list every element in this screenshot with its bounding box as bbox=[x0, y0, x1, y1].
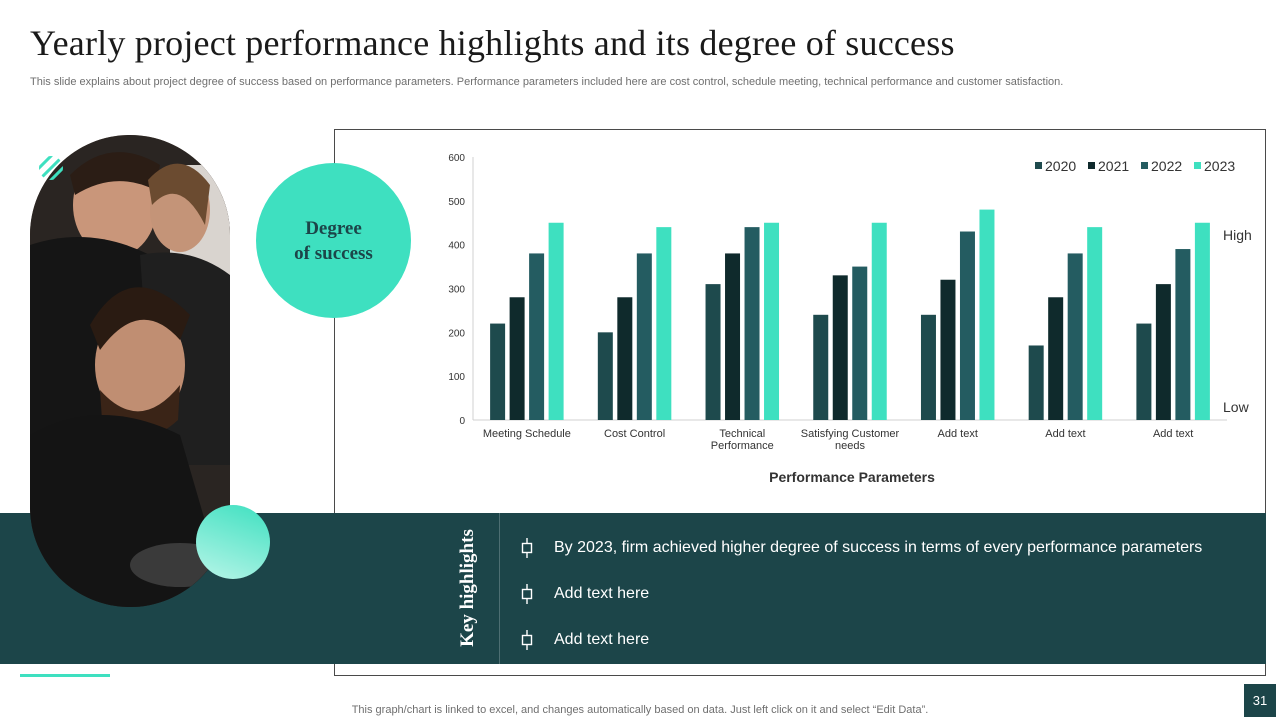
bullet-marker-icon bbox=[521, 584, 533, 604]
legend-swatch bbox=[1088, 162, 1095, 169]
bar-2022 bbox=[529, 253, 545, 420]
bar-2023 bbox=[548, 222, 564, 420]
bar-2021 bbox=[725, 253, 741, 420]
team-photo bbox=[30, 135, 230, 607]
highlight-text: Add text here bbox=[554, 631, 650, 648]
slide-accent-bar bbox=[20, 674, 110, 677]
band-divider bbox=[499, 513, 500, 664]
bar-2020 bbox=[1028, 345, 1044, 420]
bar-2023 bbox=[1194, 222, 1210, 420]
x-tick-label: Satisfying Customer bbox=[801, 428, 900, 440]
footer-note: This graph/chart is linked to excel, and… bbox=[0, 704, 1280, 716]
bar-2023 bbox=[656, 227, 672, 420]
x-tick-label: Add text bbox=[938, 428, 978, 440]
legend-swatch bbox=[1194, 162, 1201, 169]
low-label: Low bbox=[1223, 399, 1250, 415]
degree-badge-line1: Degree bbox=[305, 217, 362, 239]
bar-2023 bbox=[1087, 227, 1103, 420]
bar-2020 bbox=[705, 284, 721, 420]
y-tick-label: 400 bbox=[448, 241, 465, 252]
bar-2022 bbox=[636, 253, 652, 420]
highlight-text: Add text here bbox=[554, 585, 650, 602]
page-title: Yearly project performance highlights an… bbox=[30, 23, 955, 63]
legend-label: 2023 bbox=[1204, 158, 1235, 174]
legend-label: 2021 bbox=[1098, 158, 1129, 174]
team-photo-illustration bbox=[30, 135, 230, 607]
bar-chart[interactable]: 0 100 200 300 400 500 600 Meeting Schedule Cost … bbox=[335, 130, 1267, 515]
bar-2023 bbox=[979, 209, 995, 420]
x-tick-label: needs bbox=[835, 440, 865, 452]
x-tick-label: Add text bbox=[1045, 428, 1085, 440]
legend-swatch bbox=[1035, 162, 1042, 169]
x-tick-label: Meeting Schedule bbox=[483, 428, 571, 440]
y-tick-label: 100 bbox=[448, 372, 465, 383]
y-tick-label: 0 bbox=[459, 416, 465, 427]
page-number: 31 bbox=[1244, 684, 1276, 717]
bullet-marker-icon bbox=[521, 538, 533, 558]
y-tick-label: 200 bbox=[448, 328, 465, 339]
bar-2022 bbox=[744, 227, 760, 420]
bar-2023 bbox=[871, 222, 887, 420]
bar-2021 bbox=[509, 297, 525, 420]
bar-2023 bbox=[764, 222, 780, 420]
legend-label: 2022 bbox=[1151, 158, 1182, 174]
x-tick-label: Cost Control bbox=[604, 428, 665, 440]
legend-swatch bbox=[1141, 162, 1148, 169]
y-tick-label: 600 bbox=[448, 153, 465, 164]
x-tick-label: Add text bbox=[1153, 428, 1193, 440]
bar-2021 bbox=[617, 297, 633, 420]
key-highlights-heading: Key highlights bbox=[457, 529, 478, 647]
bullet-marker-icon bbox=[521, 630, 533, 650]
highlight-item: Add text here bbox=[520, 582, 649, 606]
bar-2020 bbox=[597, 332, 613, 420]
degree-badge-line2: of success bbox=[294, 242, 373, 264]
highlight-item: Add text here bbox=[520, 628, 649, 652]
bar-2021 bbox=[832, 275, 848, 420]
bar-2021 bbox=[1048, 297, 1064, 420]
highlight-text: By 2023, firm achieved higher degree of … bbox=[554, 539, 1203, 556]
bar-2020 bbox=[920, 314, 936, 420]
bar-2020 bbox=[1136, 323, 1152, 420]
y-tick-label: 500 bbox=[448, 197, 465, 208]
bar-2022 bbox=[1175, 249, 1191, 420]
stripes-icon bbox=[39, 156, 63, 180]
degree-of-success-badge: Degree of success bbox=[256, 163, 411, 318]
bar-2021 bbox=[940, 279, 956, 420]
bar-2022 bbox=[959, 231, 975, 420]
x-axis-title: Performance Parameters bbox=[769, 469, 935, 485]
high-label: High bbox=[1223, 227, 1252, 243]
bar-2022 bbox=[852, 266, 868, 420]
x-tick-label: Technical bbox=[719, 428, 765, 440]
page-subtitle: This slide explains about project degree… bbox=[30, 76, 1064, 88]
bar-2020 bbox=[490, 323, 506, 420]
bar-2022 bbox=[1067, 253, 1083, 420]
x-tick-label: Performance bbox=[711, 440, 774, 452]
bar-2021 bbox=[1155, 284, 1171, 420]
footer-note-text: This graph/chart is linked to excel, and… bbox=[351, 704, 929, 716]
y-tick-label: 300 bbox=[448, 285, 465, 296]
decorative-accent-circle bbox=[196, 505, 270, 579]
bar-2020 bbox=[813, 314, 829, 420]
legend-label: 2020 bbox=[1045, 158, 1076, 174]
highlight-item: By 2023, firm achieved higher degree of … bbox=[520, 536, 1202, 560]
